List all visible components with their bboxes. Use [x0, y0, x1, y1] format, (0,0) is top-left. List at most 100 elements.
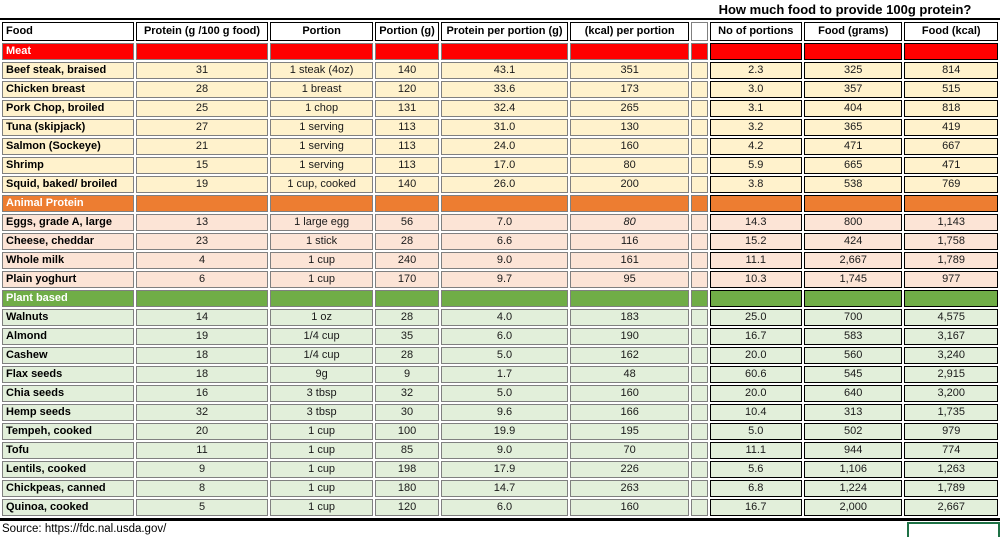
value-cell[interactable]: 80 [569, 157, 690, 174]
value-cell[interactable]: 32 [135, 404, 269, 421]
column-header-food[interactable]: Food [2, 22, 134, 41]
value-cell[interactable]: 120 [374, 81, 440, 98]
value-cell[interactable]: 35 [374, 328, 440, 345]
section-cell[interactable] [709, 195, 802, 212]
food-name-cell[interactable]: Walnuts [2, 309, 134, 326]
food-name-cell[interactable]: Whole milk [2, 252, 134, 269]
spacer-cell[interactable] [691, 233, 708, 250]
food-name-cell[interactable]: Eggs, grade A, large [2, 214, 134, 231]
value-cell[interactable]: 365 [803, 119, 903, 136]
value-cell[interactable]: 2.3 [709, 62, 802, 79]
section-cell[interactable] [904, 43, 998, 60]
value-cell[interactable]: 1,789 [904, 252, 998, 269]
value-cell[interactable]: 800 [803, 214, 903, 231]
value-cell[interactable]: 6 [135, 271, 269, 288]
value-cell[interactable]: 16 [135, 385, 269, 402]
value-cell[interactable]: 19 [135, 176, 269, 193]
spacer-cell[interactable] [691, 385, 708, 402]
value-cell[interactable]: 11.1 [709, 442, 802, 459]
value-cell[interactable]: 161 [569, 252, 690, 269]
value-cell[interactable]: 1 chop [270, 100, 373, 117]
value-cell[interactable]: 16.7 [709, 499, 802, 516]
value-cell[interactable]: 195 [569, 423, 690, 440]
value-cell[interactable]: 1,143 [904, 214, 998, 231]
value-cell[interactable]: 515 [904, 81, 998, 98]
value-cell[interactable]: 700 [803, 309, 903, 326]
value-cell[interactable]: 1/4 cup [270, 328, 373, 345]
value-cell[interactable]: 979 [904, 423, 998, 440]
section-cell[interactable] [270, 43, 373, 60]
spacer-cell[interactable] [691, 138, 708, 155]
value-cell[interactable]: 1/4 cup [270, 347, 373, 364]
food-name-cell[interactable]: Lentils, cooked [2, 461, 134, 478]
value-cell[interactable]: 1 large egg [270, 214, 373, 231]
section-cell[interactable] [374, 195, 440, 212]
value-cell[interactable]: 173 [569, 81, 690, 98]
value-cell[interactable]: 18 [135, 366, 269, 383]
spacer-cell[interactable] [691, 461, 708, 478]
value-cell[interactable]: 4.2 [709, 138, 802, 155]
value-cell[interactable]: 130 [569, 119, 690, 136]
value-cell[interactable]: 31 [135, 62, 269, 79]
value-cell[interactable]: 419 [904, 119, 998, 136]
value-cell[interactable]: 70 [569, 442, 690, 459]
section-cell[interactable] [569, 195, 690, 212]
value-cell[interactable]: 4 [135, 252, 269, 269]
value-cell[interactable]: 19.9 [441, 423, 568, 440]
value-cell[interactable]: 6.8 [709, 480, 802, 497]
value-cell[interactable]: 190 [569, 328, 690, 345]
food-name-cell[interactable]: Almond [2, 328, 134, 345]
value-cell[interactable]: 21 [135, 138, 269, 155]
section-cell[interactable] [374, 43, 440, 60]
value-cell[interactable]: 17.0 [441, 157, 568, 174]
value-cell[interactable]: 160 [569, 385, 690, 402]
food-name-cell[interactable]: Plain yoghurt [2, 271, 134, 288]
value-cell[interactable]: 1,745 [803, 271, 903, 288]
value-cell[interactable]: 1 cup [270, 252, 373, 269]
value-cell[interactable]: 14.7 [441, 480, 568, 497]
food-name-cell[interactable]: Chickpeas, canned [2, 480, 134, 497]
value-cell[interactable]: 226 [569, 461, 690, 478]
section-cell[interactable] [803, 195, 903, 212]
value-cell[interactable]: 240 [374, 252, 440, 269]
value-cell[interactable]: 31.0 [441, 119, 568, 136]
value-cell[interactable]: 113 [374, 157, 440, 174]
value-cell[interactable]: 2,667 [803, 252, 903, 269]
food-name-cell[interactable]: Shrimp [2, 157, 134, 174]
value-cell[interactable]: 1,263 [904, 461, 998, 478]
section-cell[interactable] [135, 43, 269, 60]
value-cell[interactable]: 1.7 [441, 366, 568, 383]
value-cell[interactable]: 4,575 [904, 309, 998, 326]
value-cell[interactable]: 11.1 [709, 252, 802, 269]
value-cell[interactable]: 3,167 [904, 328, 998, 345]
value-cell[interactable]: 357 [803, 81, 903, 98]
food-name-cell[interactable]: Squid, baked/ broiled [2, 176, 134, 193]
value-cell[interactable]: 9.0 [441, 252, 568, 269]
value-cell[interactable]: 5 [135, 499, 269, 516]
value-cell[interactable]: 1 breast [270, 81, 373, 98]
section-cell[interactable] [691, 290, 708, 307]
value-cell[interactable]: 28 [374, 309, 440, 326]
food-name-cell[interactable]: Hemp seeds [2, 404, 134, 421]
value-cell[interactable]: 313 [803, 404, 903, 421]
value-cell[interactable]: 3.0 [709, 81, 802, 98]
value-cell[interactable]: 14.3 [709, 214, 802, 231]
active-cell-outline[interactable] [907, 522, 1000, 537]
spacer-cell[interactable] [691, 366, 708, 383]
value-cell[interactable]: 166 [569, 404, 690, 421]
section-cell[interactable] [569, 43, 690, 60]
value-cell[interactable]: 1 cup [270, 499, 373, 516]
food-name-cell[interactable]: Pork Chop, broiled [2, 100, 134, 117]
value-cell[interactable]: 28 [374, 347, 440, 364]
section-cell[interactable] [135, 290, 269, 307]
value-cell[interactable]: 100 [374, 423, 440, 440]
value-cell[interactable]: 28 [135, 81, 269, 98]
value-cell[interactable]: 1 serving [270, 119, 373, 136]
value-cell[interactable]: 1 serving [270, 157, 373, 174]
value-cell[interactable]: 140 [374, 62, 440, 79]
value-cell[interactable]: 5.0 [709, 423, 802, 440]
value-cell[interactable]: 6.0 [441, 328, 568, 345]
section-cell[interactable] [709, 43, 802, 60]
spacer-cell[interactable] [691, 309, 708, 326]
section-cell[interactable] [904, 290, 998, 307]
